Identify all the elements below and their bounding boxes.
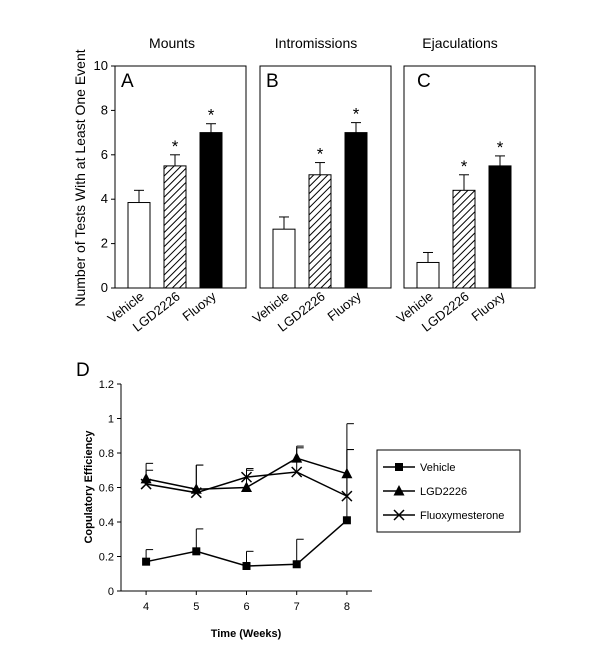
point-vehicle bbox=[142, 557, 151, 566]
point-fluoxymesterone bbox=[190, 487, 202, 499]
bar-fluoxy bbox=[488, 165, 512, 289]
point-vehicle bbox=[342, 516, 351, 525]
significance-star: * bbox=[353, 105, 360, 124]
bar-ylabel: Number of Tests With at Least One Event bbox=[72, 49, 88, 306]
bar-fluoxy bbox=[344, 132, 368, 289]
x-tick-label: 4 bbox=[143, 601, 149, 613]
point-vehicle bbox=[242, 561, 251, 570]
bar-lgd2226 bbox=[163, 165, 187, 289]
panel-b-letter: B bbox=[266, 71, 279, 92]
x-tick-label: 8 bbox=[344, 601, 350, 613]
bar-lgd2226 bbox=[308, 174, 332, 289]
panel-d-letter: D bbox=[76, 360, 90, 381]
y-tick-label: 0.8 bbox=[99, 448, 114, 460]
category-label: Fluoxy bbox=[468, 288, 508, 324]
panel-c-title: Ejaculations bbox=[422, 35, 498, 51]
point-lgd2226 bbox=[241, 481, 252, 492]
point-fluoxymesterone bbox=[140, 478, 152, 490]
significance-star: * bbox=[461, 157, 468, 176]
y-tick-label: 2 bbox=[101, 236, 108, 251]
x-tick-label: 6 bbox=[243, 601, 249, 613]
point-fluoxymesterone bbox=[341, 490, 353, 502]
y-tick-label: 1 bbox=[108, 414, 114, 426]
significance-star: * bbox=[317, 145, 324, 164]
category-label: Fluoxy bbox=[179, 288, 219, 324]
y-tick-label: 0.6 bbox=[99, 483, 114, 495]
legend-label-fluoxymesterone: Fluoxymesterone bbox=[420, 510, 504, 522]
y-tick-label: 10 bbox=[94, 58, 108, 73]
bar-vehicle bbox=[272, 228, 296, 289]
line-xlabel: Time (Weeks) bbox=[211, 628, 282, 640]
bar-lgd2226 bbox=[452, 189, 476, 289]
panel-c-letter: C bbox=[417, 71, 431, 92]
legend-label-lgd2226: LGD2226 bbox=[420, 486, 467, 498]
category-label: Fluoxy bbox=[324, 288, 364, 324]
y-tick-label: 0.4 bbox=[99, 517, 114, 529]
point-vehicle bbox=[292, 560, 301, 569]
y-tick-label: 4 bbox=[101, 191, 108, 206]
y-tick-label: 0 bbox=[108, 586, 114, 598]
y-tick-label: 1.2 bbox=[99, 379, 114, 391]
significance-star: * bbox=[208, 106, 215, 125]
significance-star: * bbox=[172, 137, 179, 156]
x-tick-label: 7 bbox=[294, 601, 300, 613]
point-fluoxymesterone bbox=[240, 471, 253, 483]
line-ylabel: Copulatory Efficiency bbox=[83, 430, 95, 544]
panel-b-title: Intromissions bbox=[275, 35, 357, 51]
x-tick-label: 5 bbox=[193, 601, 199, 613]
bar-fluoxy bbox=[199, 132, 223, 289]
legend-label-vehicle: Vehicle bbox=[420, 462, 455, 474]
legend-marker-lgd2226 bbox=[393, 485, 405, 496]
bar-vehicle bbox=[127, 202, 151, 289]
y-tick-label: 8 bbox=[101, 102, 108, 117]
panel-a-title: Mounts bbox=[149, 35, 195, 51]
significance-star: * bbox=[497, 138, 504, 157]
panel-a-letter: A bbox=[121, 71, 134, 92]
y-tick-label: 0 bbox=[101, 280, 108, 295]
legend-marker-vehicle bbox=[395, 463, 403, 471]
y-tick-label: 6 bbox=[101, 147, 108, 162]
y-tick-label: 0.2 bbox=[99, 552, 114, 564]
bar-vehicle bbox=[416, 261, 440, 289]
point-fluoxymesterone bbox=[291, 466, 303, 478]
legend-marker-fluoxymesterone bbox=[393, 509, 405, 521]
point-vehicle bbox=[192, 547, 201, 556]
